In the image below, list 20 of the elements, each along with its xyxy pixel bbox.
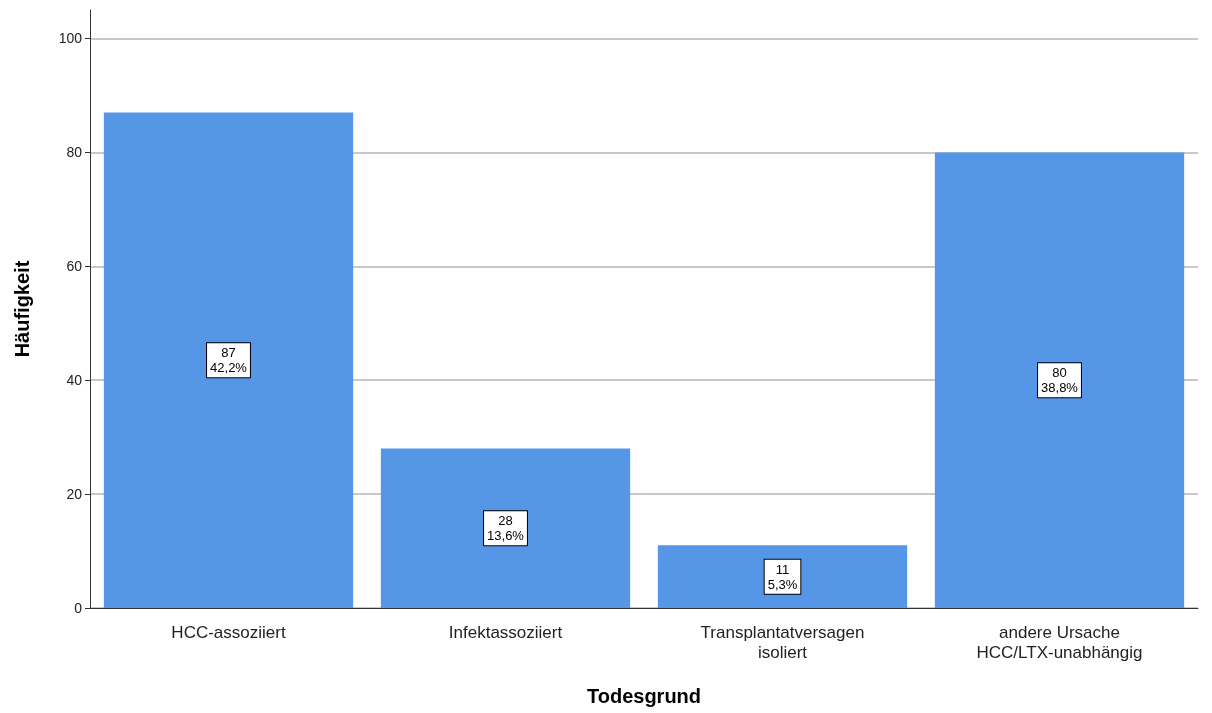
x-tick-label: Transplantatversagen isoliert xyxy=(700,622,865,662)
y-tick-label: 40 xyxy=(66,372,83,389)
y-tick-label: 80 xyxy=(66,144,83,161)
bar xyxy=(934,152,1185,608)
y-tick-label: 0 xyxy=(74,600,83,616)
data-label: 87 42,2% xyxy=(210,345,248,376)
bar xyxy=(380,448,631,608)
x-tick-label: Infektassoziiert xyxy=(448,622,563,642)
y-tick-label: 60 xyxy=(66,258,83,275)
data-label: 80 38,8% xyxy=(1041,365,1079,396)
data-label: 11 5,3% xyxy=(767,561,798,592)
y-axis-title: Häufigkeit xyxy=(11,260,33,358)
bar xyxy=(657,545,908,608)
x-tick-label: andere Ursache HCC/LTX-unabhängig xyxy=(976,622,1143,662)
x-axis-title: Todesgrund xyxy=(586,685,702,707)
bar xyxy=(103,112,354,608)
y-tick-label: 100 xyxy=(58,30,83,47)
x-tick-label: HCC-assoziiert xyxy=(171,622,286,642)
data-label: 28 13,6% xyxy=(487,513,525,544)
y-tick-label: 20 xyxy=(66,486,83,503)
